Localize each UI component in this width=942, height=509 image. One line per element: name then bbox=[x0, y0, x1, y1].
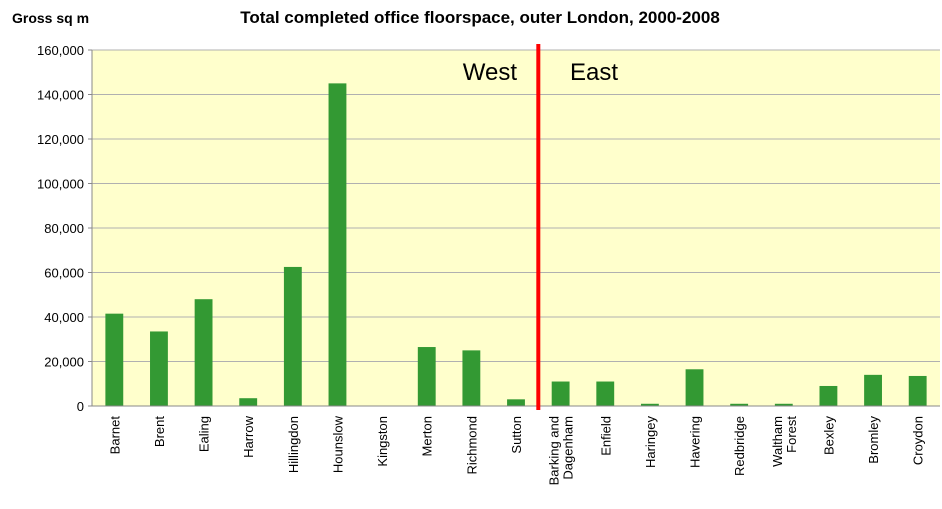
annotation: West bbox=[463, 59, 518, 86]
bar bbox=[551, 381, 570, 406]
x-tick-label: Ealing bbox=[197, 416, 212, 452]
annotation: East bbox=[570, 59, 618, 86]
bar bbox=[105, 313, 124, 406]
x-tick-label: Haringey bbox=[643, 416, 658, 469]
y-tick-label: 100,000 bbox=[37, 177, 84, 192]
chart-title: Total completed office floorspace, outer… bbox=[240, 8, 720, 27]
bar bbox=[507, 399, 525, 406]
bar bbox=[150, 331, 168, 406]
x-tick-label: Sutton bbox=[509, 416, 524, 454]
bar bbox=[908, 375, 927, 406]
y-tick-label: 140,000 bbox=[37, 88, 84, 103]
bar bbox=[864, 374, 882, 406]
x-tick-label: Redbridge bbox=[732, 416, 747, 476]
bar bbox=[685, 369, 704, 406]
y-tick-label: 60,000 bbox=[44, 266, 84, 281]
bar bbox=[194, 299, 213, 406]
y-tick-label: 120,000 bbox=[37, 132, 84, 147]
bar bbox=[283, 266, 302, 406]
x-tick-label: Merton bbox=[420, 416, 435, 456]
x-tick-label: Bromley bbox=[866, 416, 881, 464]
bar bbox=[328, 83, 347, 406]
bar bbox=[640, 403, 659, 406]
y-tick-label: 0 bbox=[77, 399, 84, 414]
y-tick-label: 160,000 bbox=[37, 43, 84, 58]
x-tick-label: Barking andDagenham bbox=[547, 416, 576, 485]
x-tick-label: Kingston bbox=[375, 416, 390, 467]
x-tick-label: Enfield bbox=[598, 416, 613, 456]
x-tick-label: Barnet bbox=[107, 416, 122, 455]
x-tick-label: Hillingdon bbox=[286, 416, 301, 473]
y-tick-label: 20,000 bbox=[44, 355, 84, 370]
x-tick-label: Harrow bbox=[241, 415, 256, 458]
x-tick-label: Brent bbox=[152, 416, 167, 447]
x-tick-label: Hounslow bbox=[330, 415, 345, 473]
y-axis-label: Gross sq m bbox=[12, 10, 89, 26]
bar bbox=[417, 347, 436, 406]
bar bbox=[730, 403, 749, 406]
bar bbox=[819, 385, 838, 406]
y-tick-label: 80,000 bbox=[44, 221, 84, 236]
bar bbox=[239, 398, 258, 406]
x-tick-label: Havering bbox=[688, 416, 703, 468]
bar bbox=[462, 350, 481, 406]
x-tick-label: Richmond bbox=[464, 416, 479, 475]
x-tick-label: Croydon bbox=[911, 416, 926, 465]
x-tick-label: WalthamForest bbox=[770, 416, 799, 467]
bar bbox=[596, 381, 615, 406]
y-tick-label: 40,000 bbox=[44, 310, 84, 325]
bar bbox=[774, 403, 793, 406]
x-tick-label: Bexley bbox=[821, 416, 836, 456]
